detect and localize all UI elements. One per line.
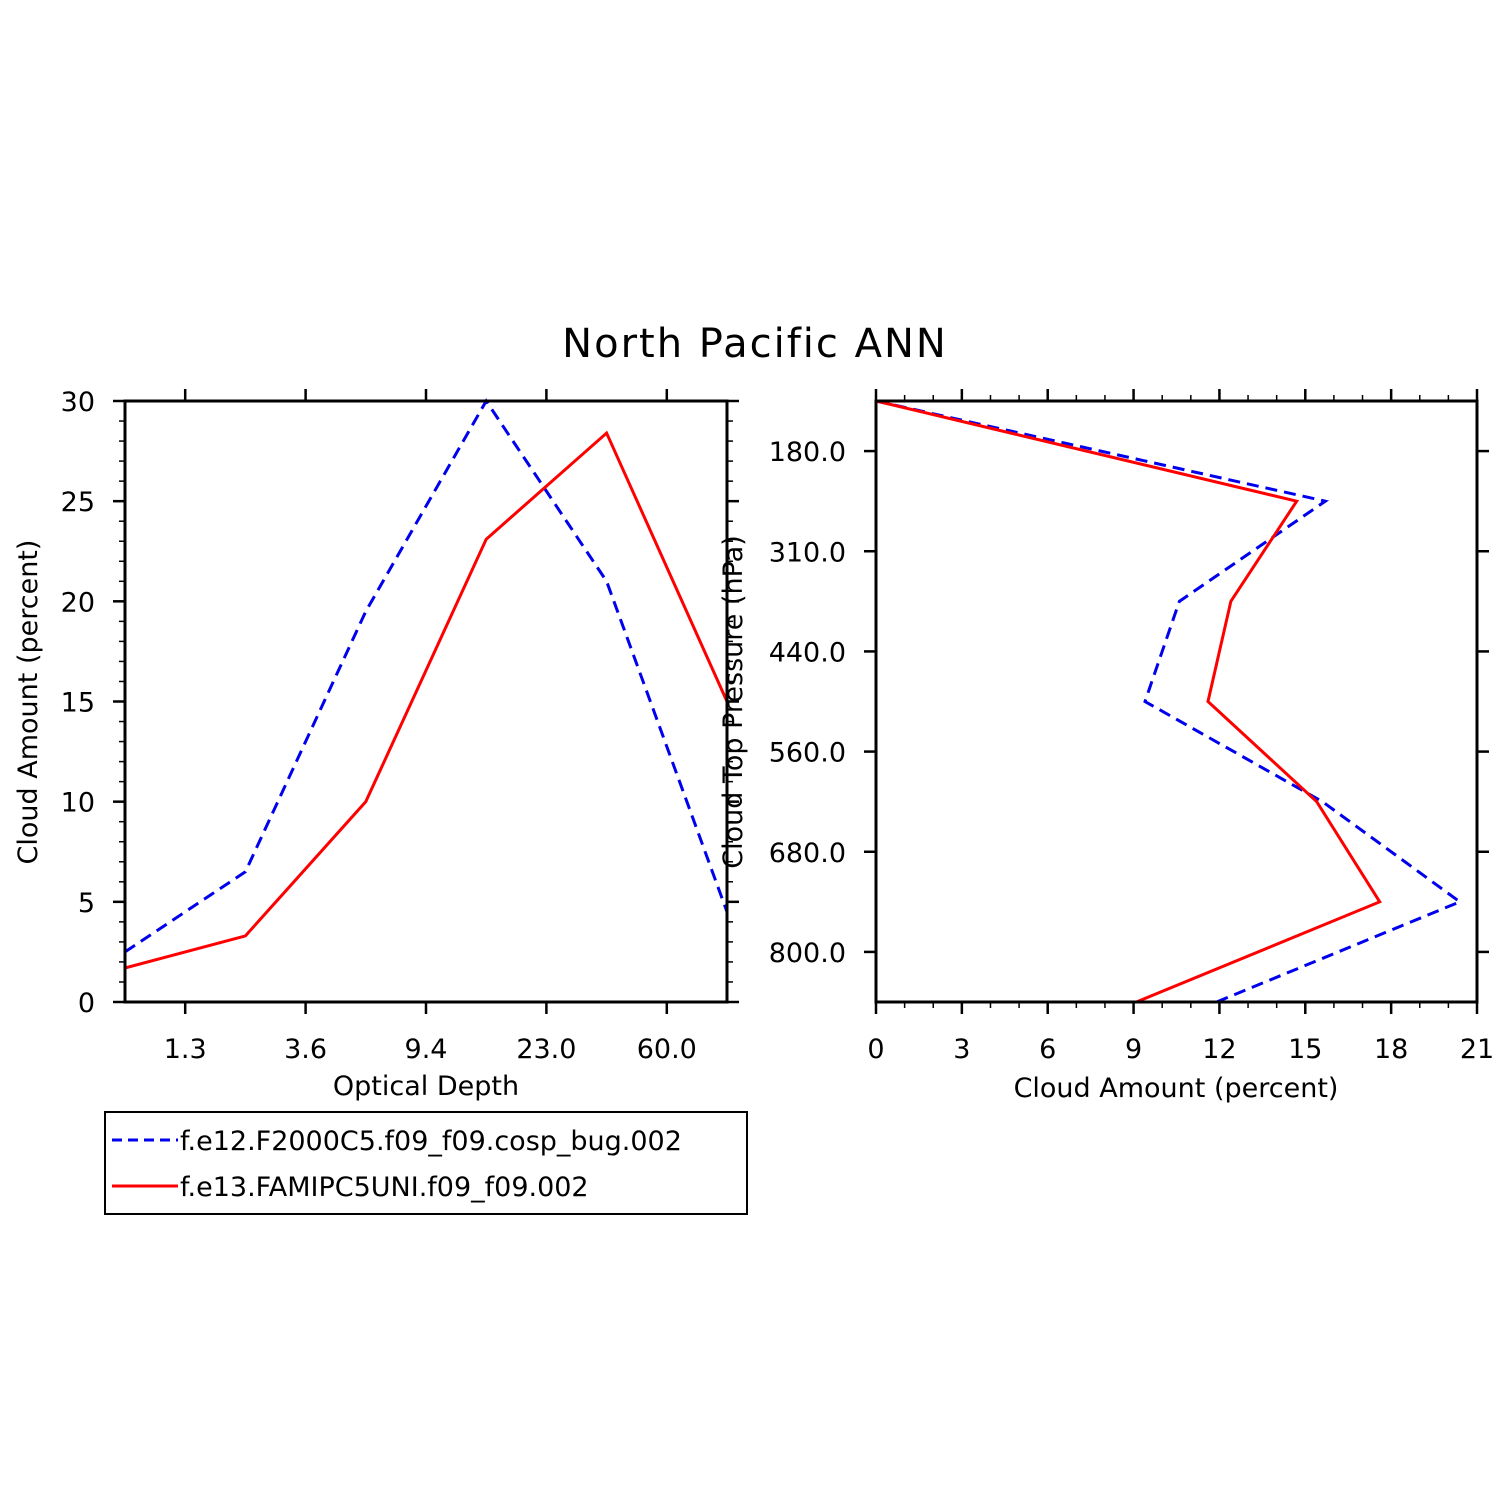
left-series-line-2: [124, 430, 729, 970]
left-y-axis-label: Cloud Amount (percent): [13, 540, 44, 865]
left-plot-frame: [123, 399, 729, 1004]
right-x-tick-label: 6: [1039, 1034, 1056, 1065]
right-x-tick-label: 15: [1288, 1034, 1322, 1065]
legend-label-series-2: f.e13.FAMIPC5UNI.f09_f09.002: [180, 1172, 589, 1203]
right-plot-frame: [874, 399, 1479, 1004]
right-y-tick-label: 180.0: [769, 437, 846, 468]
chart-title: North Pacific ANN: [562, 321, 948, 367]
right-x-tick-label: 3: [953, 1034, 970, 1065]
right-y-tick-label: 440.0: [769, 637, 846, 668]
panel-optical-depth: 0 5 10 15 20 25 30 1.3 3.6 9.4 23.0 60.0 Optical De…: [13, 387, 739, 1102]
left-series-line-1: [124, 398, 729, 954]
legend-label-series-1: f.e12.F2000C5.f09_f09.cosp_bug.002: [180, 1126, 682, 1157]
legend-box: [104, 1111, 748, 1215]
right-series-line-2: [875, 399, 1382, 1004]
left-y-tick-label: 25: [61, 487, 95, 518]
left-y-tick-label: 20: [61, 587, 95, 618]
panel-cloud-top-pressure: 180.0 310.0 440.0 560.0 680.0 800.0 0 3 6 9 12 15 18…: [718, 389, 1494, 1104]
left-y-tick-label: 15: [61, 688, 95, 719]
right-x-tick-label: 0: [867, 1034, 884, 1065]
left-x-tick-label: 23.0: [516, 1034, 576, 1065]
left-x-tick-label: 1.3: [164, 1034, 207, 1065]
legend: f.e12.F2000C5.f09_f09.cosp_bug.002 f.e13…: [104, 1111, 748, 1215]
right-y-axis-label: Cloud Top Pressure (hPa): [718, 535, 749, 869]
left-x-axis-label: Optical Depth: [333, 1071, 519, 1102]
right-series-line-1: [875, 399, 1463, 1004]
left-y-tick-label: 5: [78, 888, 95, 919]
left-y-tick-label: 30: [61, 387, 95, 418]
left-x-tick-label: 60.0: [637, 1034, 697, 1065]
right-x-axis-label: Cloud Amount (percent): [1014, 1073, 1339, 1104]
right-x-tick-label: 12: [1202, 1034, 1236, 1065]
right-y-tick-label: 560.0: [769, 738, 846, 769]
right-x-tick-label: 9: [1125, 1034, 1142, 1065]
right-y-tick-label: 680.0: [769, 838, 846, 869]
left-y-tick-label: 0: [78, 988, 95, 1019]
right-x-tick-label: 18: [1374, 1034, 1408, 1065]
right-y-tick-label: 800.0: [769, 938, 846, 969]
right-y-tick-label: 310.0: [769, 537, 846, 568]
left-x-tick-label: 9.4: [405, 1034, 448, 1065]
right-x-tick-label: 21: [1460, 1034, 1494, 1065]
left-y-tick-label: 10: [61, 788, 95, 819]
left-x-tick-label: 3.6: [284, 1034, 327, 1065]
